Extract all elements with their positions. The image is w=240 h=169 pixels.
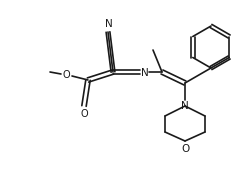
Text: N: N [141, 68, 149, 78]
Text: O: O [62, 70, 70, 80]
Text: N: N [105, 19, 113, 29]
Text: N: N [181, 101, 189, 111]
Text: O: O [80, 109, 88, 119]
Text: O: O [181, 144, 189, 154]
